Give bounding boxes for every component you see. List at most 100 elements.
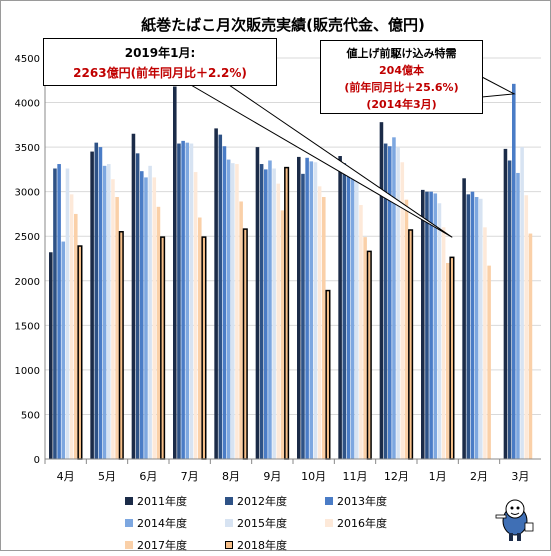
callout-left-line2: 2263億円(前年同月比＋2.2%) (73, 66, 247, 80)
callout-pointers (189, 76, 516, 238)
bar (400, 162, 405, 459)
legend-item: 2017年度 (125, 534, 225, 556)
legend-label: 2012年度 (237, 495, 287, 508)
legend-swatch (325, 519, 333, 527)
bar (98, 147, 103, 459)
callout-right-pointer (481, 76, 516, 98)
legend-swatch (125, 497, 133, 505)
bar (396, 147, 400, 459)
callout-march-2014: 値上げ前駆け込み特需 204億本 (前年同月比＋25.6%) (2014年3月) (320, 40, 483, 114)
bar (388, 146, 392, 459)
legend-label: 2018年度 (237, 539, 287, 552)
legend-label: 2013年度 (337, 495, 387, 508)
bar (470, 191, 475, 459)
legend-swatch (225, 497, 233, 505)
bar (325, 289, 331, 460)
bar (516, 172, 520, 459)
bar (446, 262, 450, 459)
bar (102, 165, 107, 459)
callout-left-line1: 2019年1月: (124, 46, 196, 60)
bar (363, 237, 367, 459)
x-tick-label: 12月 (384, 470, 409, 483)
x-tick-label: 9月 (263, 470, 281, 483)
bar (507, 160, 512, 459)
bar (280, 210, 285, 459)
bar (107, 164, 111, 459)
bar (425, 191, 429, 459)
bar (185, 142, 190, 459)
bar (222, 146, 227, 459)
bar (173, 86, 177, 459)
bar (359, 205, 363, 459)
callout-right-line2: 204億本 (379, 64, 424, 77)
axes (44, 58, 541, 460)
mascot-icon (495, 499, 534, 541)
bar (383, 143, 388, 459)
y-tick-label: 500 (21, 410, 40, 421)
bar (193, 172, 198, 459)
y-tick-label: 0 (34, 455, 40, 466)
legend-swatch (325, 497, 333, 505)
bar (520, 147, 524, 459)
x-tick-label: 3月 (511, 470, 529, 483)
bar (118, 231, 124, 460)
y-tick-label: 4500 (15, 54, 40, 65)
bar (264, 169, 268, 459)
legend-item: 2014年度 (125, 512, 225, 534)
bar (483, 227, 487, 459)
bar (111, 179, 115, 460)
legend-label: 2015年度 (237, 517, 287, 530)
x-tick-label: 10月 (301, 470, 326, 483)
legend-swatch (225, 519, 233, 527)
y-tick-label: 4000 (15, 99, 40, 110)
bar (487, 265, 491, 459)
bar (441, 227, 446, 459)
bar (53, 168, 57, 459)
x-axis-ticks: 4月 5月 6月 7月 8月 9月 10月 11月 12月 1月 2月 3月 (44, 459, 529, 483)
bar (144, 177, 148, 460)
bar (392, 137, 396, 459)
bar (317, 186, 322, 459)
bar (408, 229, 414, 460)
bar (259, 164, 264, 459)
bar (449, 256, 455, 460)
y-tick-label: 2500 (15, 232, 40, 243)
legend-label: 2016年度 (337, 517, 387, 530)
y-tick-label: 3500 (15, 143, 40, 154)
legend-swatch (125, 519, 133, 527)
bar (301, 173, 305, 459)
y-tick-label: 3000 (15, 188, 40, 199)
bar (433, 193, 438, 459)
bar (49, 252, 53, 459)
x-tick-label: 1月 (429, 470, 447, 483)
bar (201, 236, 207, 460)
legend-label: 2017年度 (137, 539, 187, 552)
bar (437, 203, 442, 459)
legend-item: 2013年度 (325, 490, 425, 512)
legend-item: 2018年度 (225, 534, 325, 556)
bar (214, 128, 218, 460)
bar (148, 165, 152, 459)
bar (338, 156, 342, 459)
bar (429, 191, 433, 459)
y-tick-label: 1000 (15, 366, 40, 377)
bar (350, 172, 355, 459)
bar (94, 142, 99, 459)
bar (74, 213, 78, 459)
bar (528, 233, 533, 459)
bar (474, 197, 479, 459)
bar (297, 156, 301, 459)
bar (524, 195, 529, 459)
bar (57, 164, 61, 459)
legend-label: 2014年度 (137, 517, 187, 530)
bar (346, 171, 351, 459)
x-tick-label: 7月 (181, 470, 199, 483)
legend-item: 2011年度 (125, 490, 225, 512)
bar (462, 178, 466, 460)
callout-right-line3: (前年同月比＋25.6%) (344, 81, 459, 94)
bars (49, 83, 533, 460)
y-tick-label: 2000 (15, 277, 40, 288)
x-tick-label: 5月 (98, 470, 116, 483)
bar (239, 201, 243, 460)
